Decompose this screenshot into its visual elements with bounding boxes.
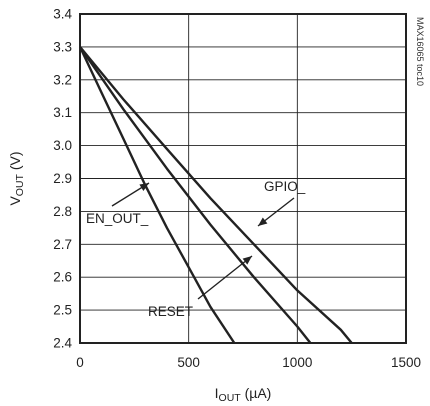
y-tick-label: 2.5 <box>53 303 72 318</box>
x-tick-label: 500 <box>177 355 200 370</box>
annotation-label-gpio: GPIO_ <box>264 179 306 194</box>
x-tick-label: 0 <box>76 355 84 370</box>
y-tick-label: 3.1 <box>53 105 72 120</box>
y-tick-label: 2.7 <box>53 237 72 252</box>
axis-titles: IOUT (µA) VOUT (V) <box>7 151 271 404</box>
y-tick-label: 3.0 <box>53 138 72 153</box>
grid-lines <box>80 14 406 343</box>
annotation-arrow-reset <box>197 255 253 300</box>
annotation-label-en-out: EN_OUT_ <box>86 211 149 226</box>
series-lines <box>78 46 353 344</box>
y-tick-label: 3.3 <box>53 39 72 54</box>
x-tick-label: 1000 <box>282 355 312 370</box>
y-tick-label: 3.2 <box>53 72 72 87</box>
y-tick-label: 2.9 <box>53 171 72 186</box>
chart-id-watermark: MAX16065 toc10 <box>415 17 425 86</box>
annotations: EN_OUT_ RESET GPIO_ <box>86 179 306 319</box>
tick-labels: 2.4 2.5 2.6 2.7 2.8 2.9 3.0 3.1 3.2 3.3 3.4 0 500 100… <box>53 7 421 371</box>
annotation-arrowhead-gpio <box>258 217 268 226</box>
y-tick-label: 2.6 <box>53 270 72 285</box>
series-line-gpio <box>79 46 353 344</box>
y-axis-title: VOUT (V) <box>7 151 26 205</box>
x-tick-label: 1500 <box>391 355 421 370</box>
plot-border <box>79 13 407 344</box>
y-tick-label: 3.4 <box>53 7 72 22</box>
series-line-en-out <box>78 46 236 344</box>
plot-frame: MAX16065 toc10 <box>79 13 425 344</box>
annotation-arrowhead-reset <box>242 256 252 265</box>
y-tick-label: 2.4 <box>53 336 72 351</box>
annotation-arrowhead-en-out <box>139 183 149 191</box>
x-axis-title: IOUT (µA) <box>215 385 272 404</box>
annotation-label-reset: RESET <box>148 304 193 319</box>
series-line-reset <box>79 46 312 344</box>
y-tick-label: 2.8 <box>53 204 72 219</box>
